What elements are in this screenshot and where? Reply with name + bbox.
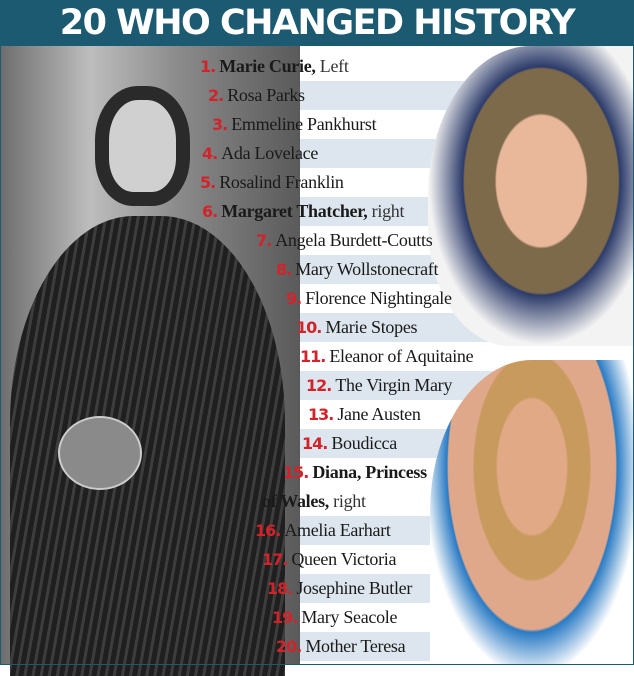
list-item: 19. Mary Seacole [272,603,398,632]
rank-number: 18. [267,579,293,598]
rank-number: 2. [208,86,224,105]
list-item: 11. Eleanor of Aquitaine [300,342,474,371]
list-item: 20. Mother Teresa [276,632,406,661]
list-item: 9. Florence Nightingale [286,284,452,313]
person-name: Emmeline Pankhurst [231,114,377,134]
list-item: 14. Boudicca [302,429,397,458]
rank-number: 14. [302,434,328,453]
photo-margaret-thatcher [428,46,634,346]
rank-number: 6. [202,202,218,221]
rank-number: 13. [308,405,334,424]
person-name: Josephine Butler [296,578,413,598]
rank-number: 4. [202,144,218,163]
rank-number: 15. [283,463,309,482]
person-name: Jane Austen [337,404,421,424]
list-item: 12. The Virgin Mary [306,371,452,400]
person-name: Queen Victoria [291,549,397,569]
photo-marie-curie [0,46,300,676]
rank-number: 19. [272,608,298,627]
person-name: Rosa Parks [227,85,305,105]
rank-number: 5. [200,173,216,192]
list-item: 18. Josephine Butler [267,574,412,603]
rank-number: 9. [286,289,302,308]
rank-number: 3. [212,115,228,134]
person-name-line2: of Wales, [262,491,329,511]
person-name: Marie Stopes [325,317,418,337]
page-title: 20 WHO CHANGED HISTORY [0,0,634,46]
list-item: 2. Rosa Parks [208,81,305,110]
person-name: Diana, Princess [312,462,427,482]
person-name: Rosalind Franklin [219,172,344,192]
person-name: The Virgin Mary [335,375,453,395]
person-name: Amelia Earhart [284,520,391,540]
rank-number: 1. [200,57,216,76]
rank-number: 20. [276,637,302,656]
photo-note: right [367,201,405,221]
person-name: Mary Seacole [301,607,398,627]
list-item: 5. Rosalind Franklin [200,168,344,197]
person-name: Marie Curie, [219,56,316,76]
list-item: 13. Jane Austen [308,400,421,429]
list-item: 15. Diana, Princess [283,458,427,487]
list-item: 17. Queen Victoria [262,545,397,574]
rank-number: 11. [300,347,326,366]
person-name: Florence Nightingale [305,288,452,308]
rank-number: 7. [256,231,272,250]
person-name: Boudicca [331,433,397,453]
photo-note: right [328,491,366,511]
photo-note: Left [315,56,349,76]
person-name: Margaret Thatcher, [221,201,368,221]
list-item: 1. Marie Curie, Left [200,52,349,81]
list-item: 10. Marie Stopes [296,313,418,342]
list-item: 6. Margaret Thatcher, right [202,197,404,226]
person-name: Eleanor of Aquitaine [329,346,474,366]
photo-diana-princess-of-wales [430,360,634,665]
list-item: 7. Angela Burdett-Coutts [256,226,433,255]
rank-number: 16. [255,521,281,540]
rank-number: 12. [306,376,332,395]
list-item: 4. Ada Lovelace [202,139,318,168]
rank-number: 10. [296,318,322,337]
list-item: 3. Emmeline Pankhurst [212,110,377,139]
list-item: 16. Amelia Earhart [255,516,391,545]
person-name: Mother Teresa [305,636,406,656]
rank-number: 8. [276,260,292,279]
list-item: 8. Mary Wollstonecraft [276,255,439,284]
person-name: Ada Lovelace [221,143,319,163]
person-name: Angela Burdett-Coutts [275,230,433,250]
person-name: Mary Wollstonecraft [295,259,439,279]
list-item-continued: of Wales, right [262,487,366,516]
rank-number: 17. [262,550,288,569]
